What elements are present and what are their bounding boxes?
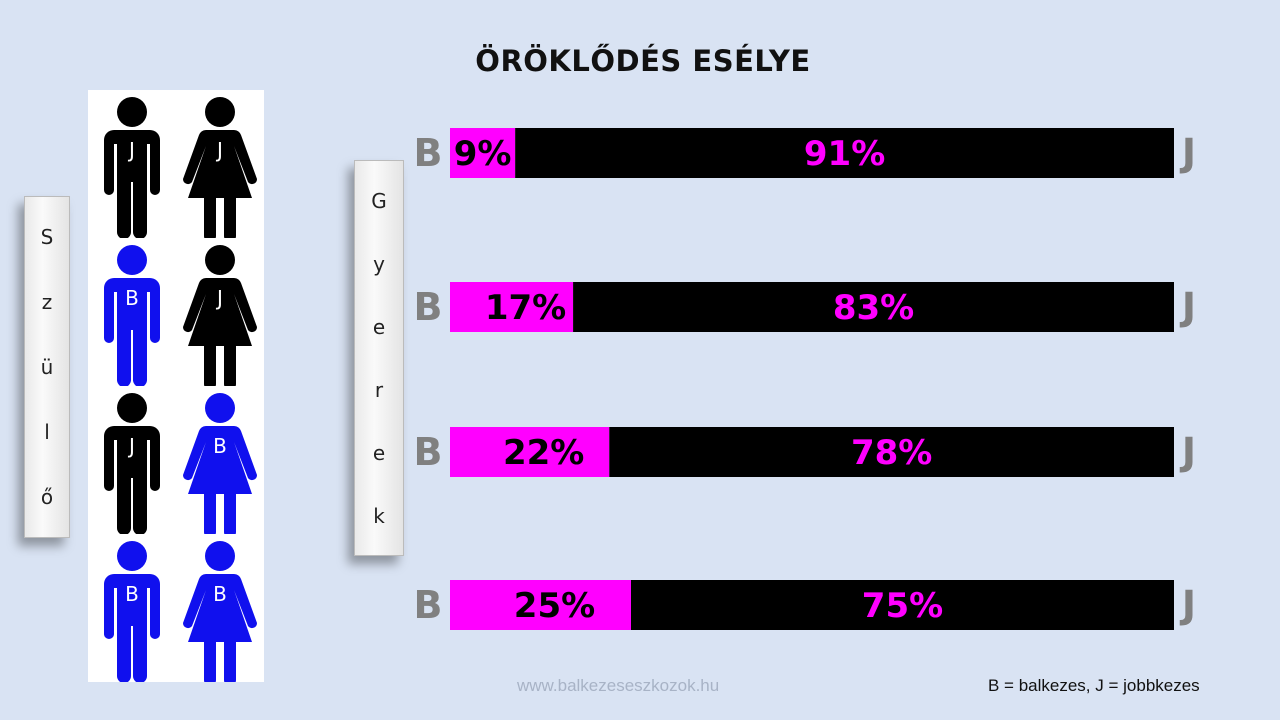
father-hand-label: J <box>129 138 135 162</box>
mother-hand-label: B <box>213 434 227 458</box>
father-figure-icon: B <box>88 534 176 682</box>
bar-b-2 <box>450 427 610 477</box>
child_label-letter: e <box>372 314 386 339</box>
data-label-b: 17% <box>485 288 566 328</box>
mother-figure-icon: J <box>176 90 264 238</box>
bar-j-0 <box>515 128 1174 178</box>
website-url: www.balkezeseszkozok.hu <box>517 676 720 695</box>
child_label-letter: y <box>373 251 385 276</box>
row-right-label: J <box>1179 131 1196 175</box>
data-label-j: 91% <box>804 134 885 174</box>
bar-j-1 <box>573 282 1174 332</box>
row-right-label: J <box>1179 583 1196 627</box>
father-hand-label: J <box>129 434 135 458</box>
data-label-j: 83% <box>833 288 914 328</box>
page-title: ÖRÖKLŐDÉS ESÉLYE <box>475 44 811 78</box>
parent-figures-panel: J J B J J B B B <box>88 90 264 682</box>
row-right-label: J <box>1179 285 1196 329</box>
mother-figure-icon: J <box>176 238 264 386</box>
bar-b-1 <box>450 282 574 332</box>
row-left-label: B <box>414 583 443 627</box>
mother-figure-icon: B <box>176 534 264 682</box>
parent_label-letter: z <box>41 290 53 315</box>
legend-note: B = balkezes, J = jobbkezes <box>988 676 1200 695</box>
father-figure-icon: J <box>88 386 176 534</box>
father-hand-label: B <box>125 582 139 606</box>
bar-b-3 <box>450 580 631 630</box>
parent_label-letter: S <box>40 225 54 250</box>
bar-j-2 <box>609 427 1174 477</box>
data-label-b: 22% <box>503 433 584 473</box>
father-hand-label: B <box>125 286 139 310</box>
child_label-letter: G <box>371 188 387 213</box>
mother-hand-label: J <box>217 138 223 162</box>
mother-figure-icon: B <box>176 386 264 534</box>
parent_label-letter: ő <box>40 484 54 509</box>
bar-b-0 <box>450 128 516 178</box>
child_label-letter: k <box>373 503 385 528</box>
row-right-label: J <box>1179 430 1196 474</box>
mother-hand-label: B <box>213 582 227 606</box>
father-figure-icon: J <box>88 90 176 238</box>
row-left-label: B <box>414 430 443 474</box>
child_label-letter: e <box>372 440 386 465</box>
row-left-label: B <box>414 131 443 175</box>
mother-hand-label: J <box>217 286 223 310</box>
parent_label-letter: ü <box>40 354 54 379</box>
parent_label-letter: l <box>44 419 50 444</box>
data-label-j: 78% <box>851 433 932 473</box>
data-label-j: 75% <box>862 586 943 626</box>
data-label-b: 25% <box>514 586 595 626</box>
bar-j-3 <box>631 580 1174 630</box>
data-label-b: 9% <box>454 134 512 174</box>
child_label-letter: r <box>374 377 384 402</box>
father-figure-icon: B <box>88 238 176 386</box>
row-left-label: B <box>414 285 443 329</box>
